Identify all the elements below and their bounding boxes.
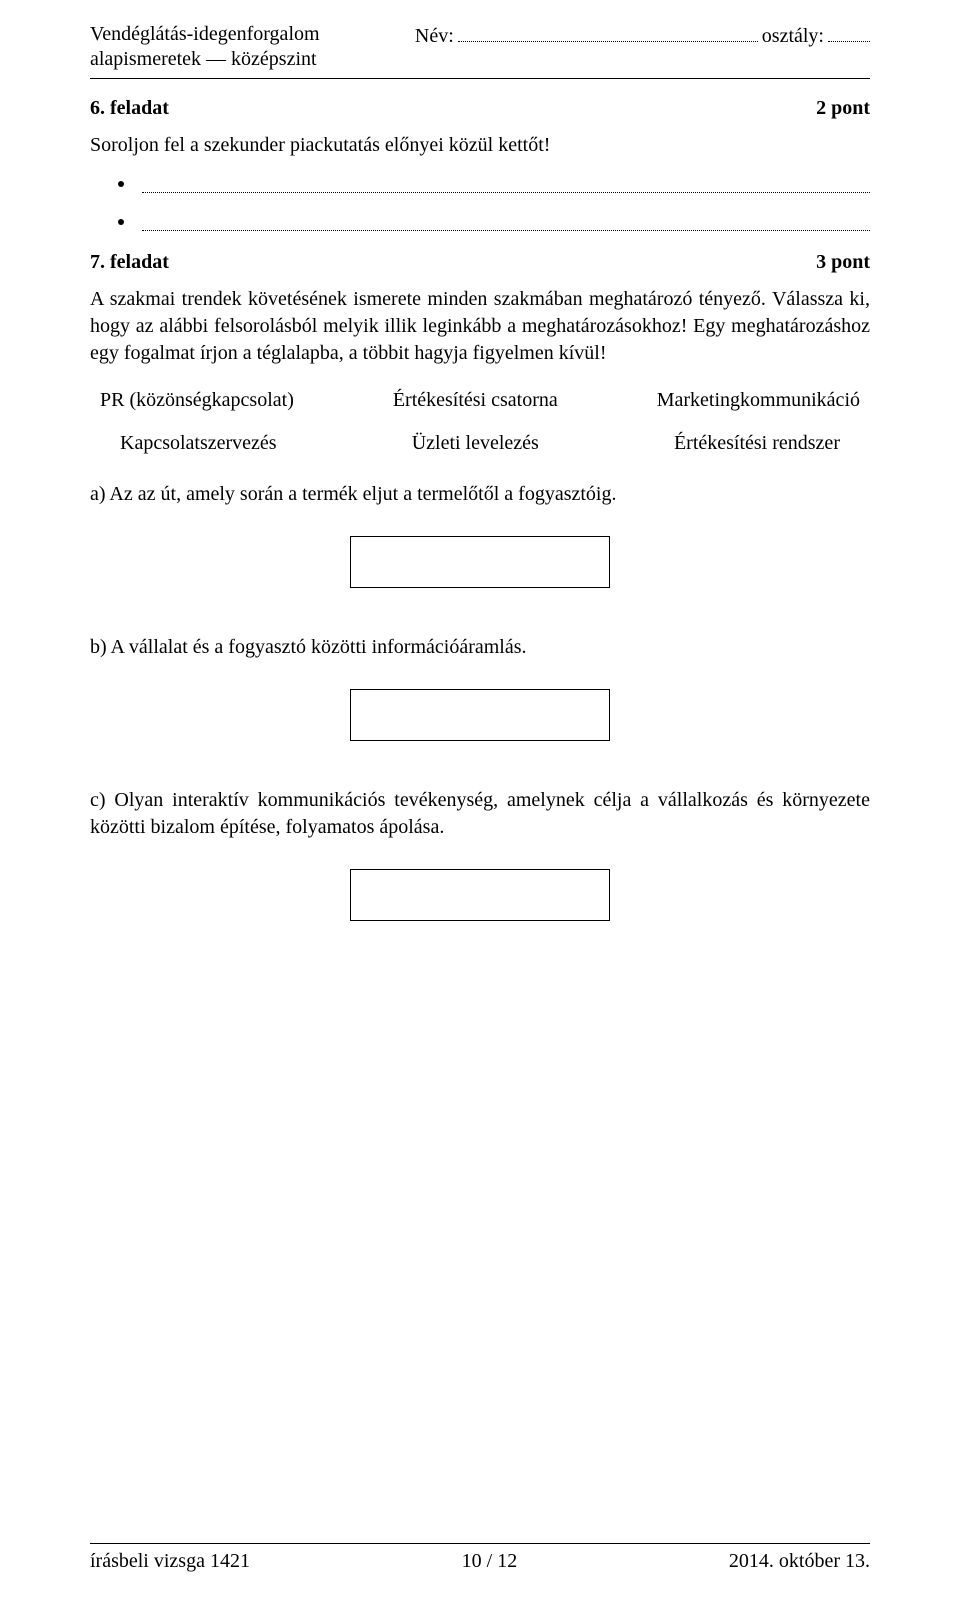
answer-line[interactable] <box>142 213 870 231</box>
task6-label: 6. feladat <box>90 97 169 120</box>
task6-points: 2 pont <box>816 97 870 120</box>
task6-instruction: Soroljon fel a szekunder piackutatás elő… <box>90 132 870 159</box>
footer-center: 10 / 12 <box>462 1550 518 1573</box>
footer-row: írásbeli vizsga 1421 10 / 12 2014. októb… <box>90 1544 870 1609</box>
term: Értékesítési csatorna <box>393 389 558 412</box>
task7-points: 3 pont <box>816 251 870 274</box>
task7-question-a: a) Az az út, amely során a termék eljut … <box>90 481 870 508</box>
class-field-line[interactable] <box>828 24 870 42</box>
task7-header: 7. feladat 3 pont <box>90 251 870 274</box>
term: PR (közönségkapcsolat) <box>100 389 294 412</box>
footer-left: írásbeli vizsga 1421 <box>90 1550 250 1573</box>
answer-box-b[interactable] <box>350 689 610 741</box>
answer-box-c[interactable] <box>350 869 610 921</box>
task7-question-c: c) Olyan interaktív kommunikációs tevéke… <box>90 787 870 841</box>
subject-line-2: alapismeretek — középszint <box>90 47 320 72</box>
term: Üzleti levelezés <box>412 432 539 455</box>
task7-terms-row2: Kapcsolatszervezés Üzleti levelezés Érté… <box>90 432 870 455</box>
task7-label: 7. feladat <box>90 251 169 274</box>
footer-right: 2014. október 13. <box>729 1550 870 1573</box>
task7-instruction: A szakmai trendek követésének ismerete m… <box>90 286 870 367</box>
page-footer: írásbeli vizsga 1421 10 / 12 2014. októb… <box>90 1543 870 1609</box>
term: Kapcsolatszervezés <box>120 432 277 455</box>
term: Értékesítési rendszer <box>674 432 840 455</box>
task6-answer-list <box>90 175 870 231</box>
name-label: Név: <box>415 25 454 48</box>
header-name-class: Név: osztály: <box>415 22 870 48</box>
answer-box-a[interactable] <box>350 536 610 588</box>
name-field-line[interactable] <box>458 24 758 42</box>
page-header: Vendéglátás-idegenforgalom alapismeretek… <box>90 0 870 72</box>
page: Vendéglátás-idegenforgalom alapismeretek… <box>0 0 960 1609</box>
task6-header: 6. feladat 2 pont <box>90 97 870 120</box>
bullet-icon <box>118 181 124 187</box>
list-item <box>90 175 870 193</box>
answer-line[interactable] <box>142 175 870 193</box>
class-label: osztály: <box>762 25 824 48</box>
list-item <box>90 213 870 231</box>
subject-line-1: Vendéglátás-idegenforgalom <box>90 22 320 47</box>
header-subject: Vendéglátás-idegenforgalom alapismeretek… <box>90 22 320 72</box>
task7-question-b: b) A vállalat és a fogyasztó közötti inf… <box>90 634 870 661</box>
term: Marketingkommunikáció <box>657 389 860 412</box>
content-area: 6. feladat 2 pont Soroljon fel a szekund… <box>90 79 870 1543</box>
bullet-icon <box>118 219 124 225</box>
task7-terms-row1: PR (közönségkapcsolat) Értékesítési csat… <box>90 389 870 412</box>
